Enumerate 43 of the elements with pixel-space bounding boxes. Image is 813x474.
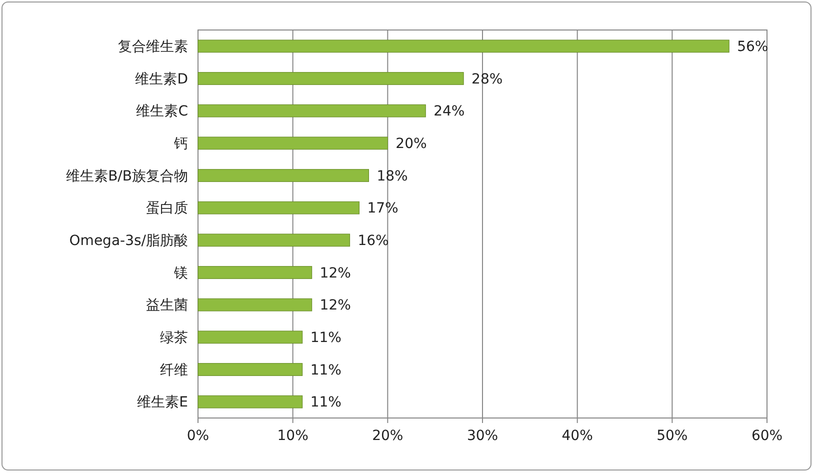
data-label: 24% [434,104,465,120]
bar [198,72,464,85]
data-label: 18% [376,168,408,184]
bar [198,104,426,118]
data-label: 11% [310,330,342,346]
y-tick-label: 镁 [173,265,188,282]
x-tick-label: 40% [562,428,593,444]
y-tick-label: 益生菌 [146,298,188,314]
y-tick-label: 维生素E [137,394,188,411]
bar [198,234,350,247]
bar [198,298,312,312]
bar [198,363,303,376]
x-tick-label: 30% [466,428,498,444]
data-label: 20% [396,136,427,152]
x-tick-label: 0% [186,428,210,444]
y-tick-label: 维生素C [136,104,188,120]
bar [198,201,360,214]
x-tick-label: 60% [751,428,783,444]
x-tick-label: 20% [372,428,404,444]
bar [198,330,303,344]
y-tick-label: 复合维生素 [118,39,188,56]
data-label: 11% [310,362,342,378]
y-tick-label: 纤维 [160,362,188,378]
y-tick-label: Omega-3s/脂肪酸 [69,233,188,250]
data-label: 12% [320,265,351,282]
bar [198,136,388,150]
y-tick-label: 维生素B/B族复合物 [66,168,188,184]
data-label: 17% [367,200,398,217]
data-label: 11% [310,394,342,411]
y-tick-label: 维生素D [135,71,188,88]
data-label: 12% [320,298,351,314]
y-tick-label: 蛋白质 [146,200,188,217]
y-tick-label: 钙 [173,136,188,152]
data-label: 56% [737,39,768,56]
x-tick-label: 10% [277,428,308,444]
bar [198,169,369,182]
data-label: 28% [472,71,503,88]
data-label: 16% [358,233,389,250]
bar [198,266,312,279]
x-tick-label: 50% [656,428,688,444]
bar [198,40,730,53]
y-tick-label: 绿茶 [160,330,188,346]
bar [198,395,303,408]
